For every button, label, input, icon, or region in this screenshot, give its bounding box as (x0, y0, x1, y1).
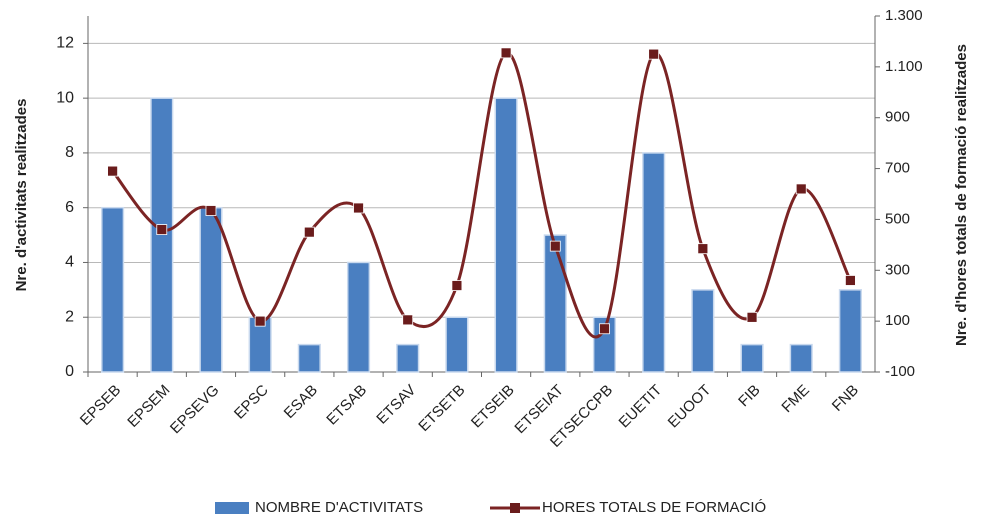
x-tick-label: ETSEIB (468, 382, 518, 432)
y-tick-label: 8 (65, 144, 74, 161)
marker (205, 205, 217, 216)
y-tick-label: 0 (65, 363, 74, 380)
x-tick-label: ETSAB (323, 382, 370, 429)
marker (648, 48, 660, 60)
marker (156, 224, 168, 236)
x-tick-label: ESAB (281, 382, 321, 422)
marker (845, 275, 856, 286)
bar (150, 97, 174, 373)
bar (494, 97, 518, 373)
y2-tick-label: 300 (885, 261, 910, 278)
y2-tick-label: 1.300 (885, 7, 923, 24)
marker (746, 311, 758, 323)
bar (543, 234, 567, 373)
marker (254, 315, 266, 327)
bar (199, 206, 223, 373)
x-tick-label: EUETIT (616, 382, 666, 432)
bar (740, 343, 764, 373)
y2-tick-label: 1.100 (885, 58, 923, 75)
marker (599, 323, 610, 335)
line (111, 51, 852, 339)
bar (297, 343, 321, 373)
bar (691, 289, 715, 373)
bar (789, 343, 813, 373)
x-tick-label: FNB (829, 382, 862, 415)
y-tick-label: 12 (56, 35, 74, 52)
y-tick-label: 2 (65, 308, 74, 325)
legend-swatch (215, 502, 249, 514)
marker (402, 314, 414, 326)
x-tick-label: ETSAV (373, 382, 419, 428)
bar (346, 261, 371, 373)
y-tick-label: 6 (65, 199, 74, 216)
marker (549, 240, 561, 252)
x-tick-label: EUOOT (665, 382, 715, 432)
y2-tick-label: -100 (885, 363, 915, 380)
x-tick-label: EPSEB (77, 382, 124, 429)
y2-tick-label: 700 (885, 160, 910, 177)
y-tick-label: 10 (56, 89, 74, 106)
x-tick-label: ETSETB (415, 382, 468, 435)
marker (303, 226, 315, 238)
marker (451, 280, 463, 291)
marker (353, 202, 364, 214)
y2-tick-label: 500 (885, 210, 910, 227)
x-tick-label: FME (778, 382, 812, 416)
bar (396, 343, 420, 373)
y-axis-title: Nre. d'activitats realitzades (13, 99, 30, 292)
x-tick-label: FIB (735, 382, 764, 411)
legend-label: HORES TOTALS DE FORMACIÓ (542, 499, 766, 516)
marker (107, 165, 118, 177)
x-tick-label: EPSC (231, 382, 272, 423)
y-tick-label: 4 (65, 254, 74, 271)
bar (101, 206, 125, 373)
bar (592, 316, 617, 373)
marker (500, 47, 512, 59)
y2-tick-label: 900 (885, 109, 910, 126)
legend-swatch (510, 503, 520, 513)
marker (697, 243, 709, 255)
bar (445, 316, 469, 373)
bar (642, 152, 666, 373)
legend-label: NOMBRE D'ACTIVITATS (255, 499, 423, 516)
x-tick-label: EPSEVG (167, 382, 223, 438)
y2-axis-title: Nre. d'hores totals de formació realitza… (953, 44, 970, 346)
x-tick-label: EPSEM (124, 382, 173, 431)
bar (838, 289, 862, 373)
y2-tick-label: 100 (885, 312, 910, 329)
marker (795, 183, 807, 195)
